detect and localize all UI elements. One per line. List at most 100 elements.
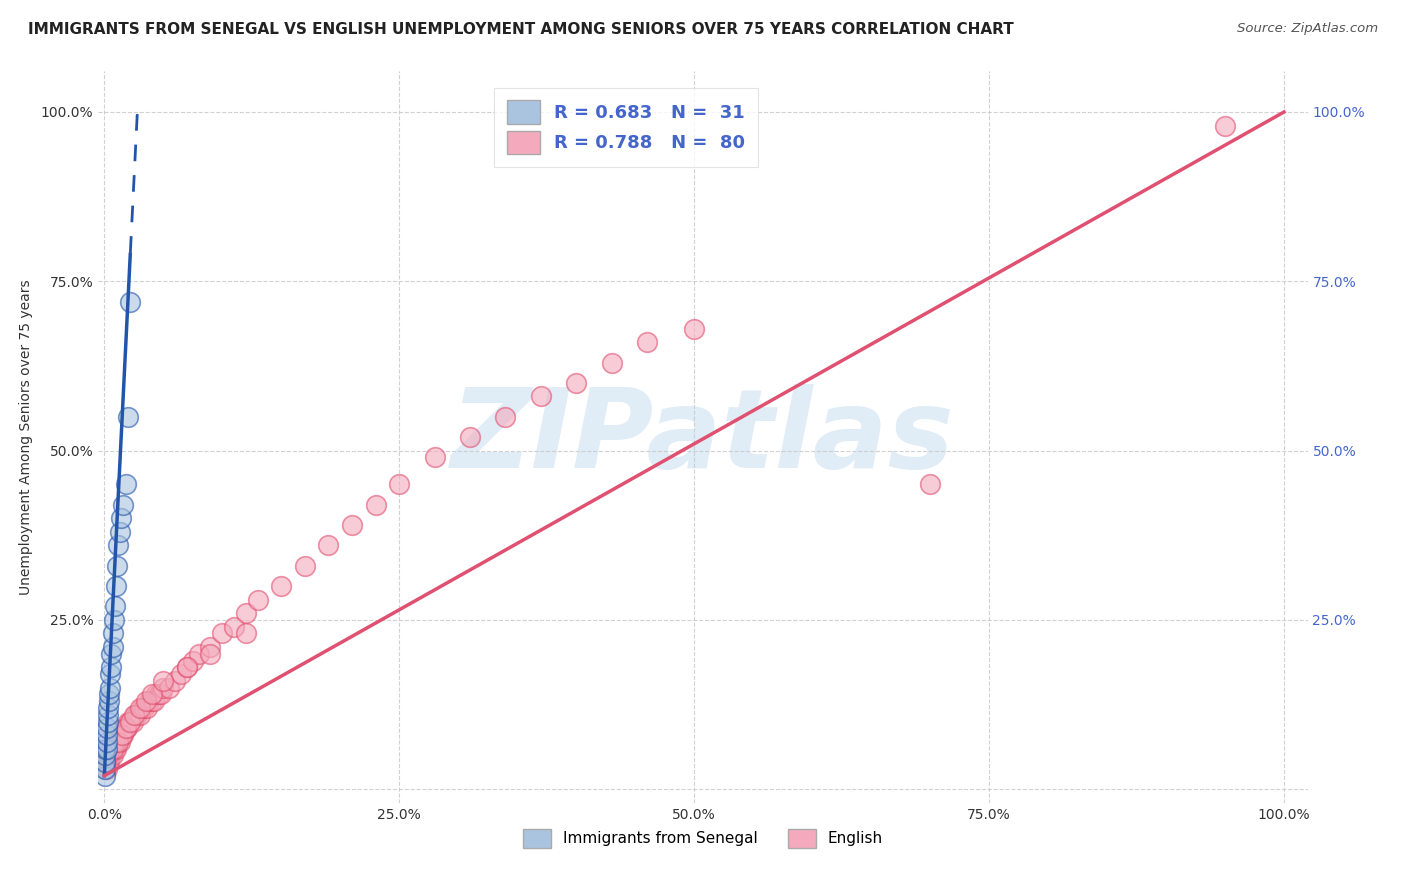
Point xyxy=(97,707,120,722)
Point xyxy=(96,728,118,742)
Point xyxy=(107,735,129,749)
Point xyxy=(101,748,124,763)
Point xyxy=(94,769,117,783)
Point xyxy=(94,762,117,776)
Point xyxy=(423,450,446,465)
Point xyxy=(181,654,204,668)
Point xyxy=(494,409,516,424)
Point xyxy=(246,592,269,607)
Point xyxy=(114,721,136,735)
Point xyxy=(97,714,120,729)
Text: ZIPatlas: ZIPatlas xyxy=(451,384,955,491)
Point xyxy=(120,714,142,729)
Point xyxy=(124,707,146,722)
Point xyxy=(98,694,121,708)
Point xyxy=(170,667,193,681)
Point xyxy=(141,694,163,708)
Point xyxy=(114,721,136,735)
Point xyxy=(96,741,118,756)
Point xyxy=(98,667,121,681)
Point xyxy=(94,748,117,763)
Point xyxy=(94,741,117,756)
Point xyxy=(122,707,145,722)
Point xyxy=(98,755,121,769)
Point xyxy=(96,748,118,763)
Point xyxy=(128,701,150,715)
Point xyxy=(110,728,132,742)
Point xyxy=(100,748,122,763)
Point xyxy=(176,660,198,674)
Point xyxy=(101,640,124,654)
Point xyxy=(104,741,127,756)
Point xyxy=(96,735,118,749)
Point xyxy=(270,579,292,593)
Point xyxy=(112,728,135,742)
Point xyxy=(105,579,128,593)
Point xyxy=(145,688,167,702)
Point xyxy=(565,376,588,390)
Point xyxy=(920,477,942,491)
Point xyxy=(157,681,180,695)
Point xyxy=(149,688,172,702)
Point xyxy=(187,647,209,661)
Point xyxy=(105,558,128,573)
Point xyxy=(107,735,129,749)
Point xyxy=(683,322,706,336)
Point xyxy=(138,694,160,708)
Text: Source: ZipAtlas.com: Source: ZipAtlas.com xyxy=(1237,22,1378,36)
Point xyxy=(94,755,117,769)
Point xyxy=(112,498,135,512)
Point xyxy=(200,647,222,661)
Point xyxy=(108,735,131,749)
Point xyxy=(105,735,128,749)
Point xyxy=(135,694,157,708)
Point xyxy=(340,518,363,533)
Point xyxy=(108,524,131,539)
Point xyxy=(388,477,411,491)
Point xyxy=(458,430,481,444)
Point xyxy=(103,741,125,756)
Point xyxy=(111,728,134,742)
Point xyxy=(97,755,120,769)
Point xyxy=(127,707,149,722)
Point xyxy=(96,762,118,776)
Point xyxy=(148,688,170,702)
Legend: Immigrants from Senegal, English: Immigrants from Senegal, English xyxy=(517,822,889,854)
Point xyxy=(141,688,163,702)
Point xyxy=(142,694,165,708)
Point xyxy=(103,613,125,627)
Text: IMMIGRANTS FROM SENEGAL VS ENGLISH UNEMPLOYMENT AMONG SENIORS OVER 75 YEARS CORR: IMMIGRANTS FROM SENEGAL VS ENGLISH UNEMP… xyxy=(28,22,1014,37)
Point xyxy=(200,640,222,654)
Point xyxy=(128,707,150,722)
Point xyxy=(94,762,117,776)
Point xyxy=(117,714,139,729)
Point xyxy=(120,714,142,729)
Point xyxy=(235,606,257,620)
Point xyxy=(115,721,138,735)
Point xyxy=(100,647,122,661)
Point xyxy=(101,741,124,756)
Point xyxy=(152,681,174,695)
Point xyxy=(104,735,127,749)
Point xyxy=(98,748,121,763)
Point xyxy=(176,660,198,674)
Y-axis label: Unemployment Among Seniors over 75 years: Unemployment Among Seniors over 75 years xyxy=(18,279,32,595)
Point xyxy=(107,538,129,552)
Point xyxy=(152,673,174,688)
Point xyxy=(121,714,143,729)
Point xyxy=(135,701,157,715)
Point xyxy=(134,701,156,715)
Point xyxy=(105,741,128,756)
Point xyxy=(104,599,127,614)
Point xyxy=(165,673,187,688)
Point xyxy=(114,477,136,491)
Point xyxy=(211,626,233,640)
Point xyxy=(98,681,121,695)
Point xyxy=(120,294,142,309)
Point xyxy=(112,721,135,735)
Point xyxy=(98,741,121,756)
Point xyxy=(97,701,120,715)
Point xyxy=(101,626,124,640)
Point xyxy=(235,626,257,640)
Point xyxy=(530,389,553,403)
